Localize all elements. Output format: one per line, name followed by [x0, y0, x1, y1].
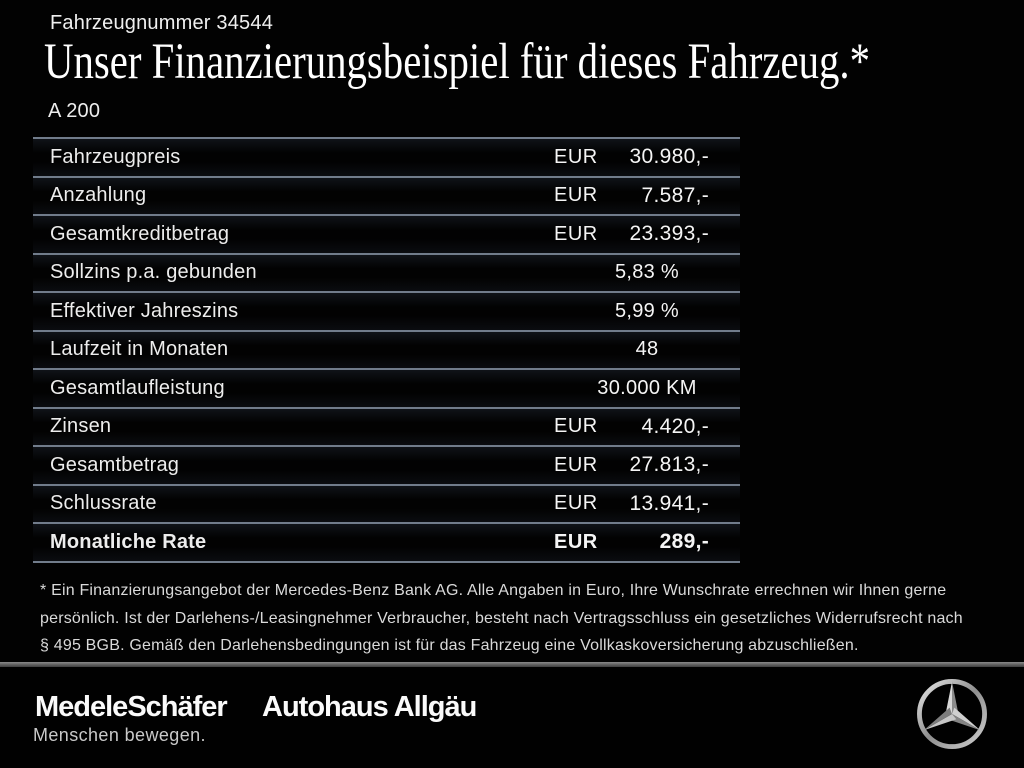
table-row: Sollzins p.a. gebunden 5,83 % — [33, 252, 740, 291]
row-value: EUR 23.393,- — [554, 222, 740, 246]
dealer-tagline: Menschen bewegen. — [33, 725, 206, 745]
amount: 13.941,- — [629, 491, 709, 515]
amount: 5,83 % — [614, 261, 680, 284]
amount: 289,- — [659, 530, 709, 554]
row-value: 30.000 KM — [554, 377, 740, 400]
row-label: Sollzins p.a. gebunden — [50, 261, 257, 284]
amount: 48 — [635, 338, 659, 361]
amount: 7.587,- — [641, 183, 709, 207]
amount: 4.420,- — [641, 414, 709, 438]
row-value: EUR 4.420,- — [554, 415, 740, 439]
table-row: Monatliche Rate EUR 289,- — [33, 522, 740, 563]
mercedes-star-icon — [915, 677, 989, 751]
amount: 30.000 KM — [597, 376, 697, 399]
table-row: Fahrzeugpreis EUR 30.980,- — [33, 137, 740, 176]
footnote-line: persönlich. Ist der Darlehens-/Leasingne… — [40, 609, 963, 627]
footnote: * Ein Finanzierungsangebot der Mercedes-… — [40, 577, 1000, 660]
amount: 5,99 % — [614, 299, 680, 322]
currency-label: EUR — [554, 184, 598, 207]
table-row: Gesamtkreditbetrag EUR 23.393,- — [33, 214, 740, 253]
currency-label: EUR — [554, 145, 598, 168]
table-row: Laufzeit in Monaten 48 — [33, 329, 740, 368]
row-label: Gesamtkreditbetrag — [50, 222, 230, 245]
row-label: Schlussrate — [50, 492, 157, 515]
table-row: Gesamtbetrag EUR 27.813,- — [33, 445, 740, 484]
footer: MedeleSchäfer Menschen bewegen. Autohaus… — [0, 667, 1024, 768]
currency-label: EUR — [554, 222, 598, 245]
row-label: Monatliche Rate — [50, 530, 207, 553]
row-value: 5,83 % — [554, 261, 740, 284]
row-label: Fahrzeugpreis — [50, 145, 181, 168]
row-value: 5,99 % — [554, 300, 740, 323]
dealer-logo-autohaus-allgaeu: Autohaus Allgäu — [262, 691, 477, 723]
row-label: Anzahlung — [50, 184, 147, 207]
currency-label: EUR — [554, 453, 598, 476]
footnote-line: * Ein Finanzierungsangebot der Mercedes-… — [40, 582, 947, 599]
row-value: EUR 30.980,- — [554, 145, 740, 169]
currency-label: EUR — [554, 492, 598, 515]
row-label: Gesamtbetrag — [50, 453, 180, 476]
vehicle-number: Fahrzeugnummer 34544 — [50, 12, 274, 34]
row-label: Effektiver Jahreszins — [50, 299, 239, 322]
vehicle-model: A 200 — [48, 100, 101, 122]
footnote-line: § 495 BGB. Gemäß den Darlehensbedingunge… — [40, 637, 859, 654]
footer-divider — [0, 662, 1024, 667]
table-row: Effektiver Jahreszins 5,99 % — [33, 291, 740, 330]
row-value: 48 — [554, 338, 740, 361]
table-row: Schlussrate EUR 13.941,- — [33, 483, 740, 522]
row-value: EUR 289,- — [554, 530, 740, 554]
table-row: Anzahlung EUR 7.587,- — [33, 175, 740, 214]
dealer-logo-medeleschaefer: MedeleSchäfer — [35, 691, 228, 723]
row-value: EUR 27.813,- — [554, 453, 740, 477]
row-label: Gesamtlaufleistung — [50, 376, 225, 399]
row-value: EUR 7.587,- — [554, 184, 740, 208]
page-title: Unser Finanzierungsbeispiel für dieses F… — [44, 34, 870, 90]
currency-label: EUR — [554, 415, 598, 438]
currency-label: EUR — [554, 530, 598, 553]
row-label: Zinsen — [50, 415, 112, 438]
table-row: Zinsen EUR 4.420,- — [33, 406, 740, 445]
finance-table: Fahrzeugpreis EUR 30.980,- Anzahlung EUR 7.58… — [33, 137, 740, 563]
amount: 23.393,- — [629, 222, 709, 246]
amount: 30.980,- — [629, 145, 709, 169]
amount: 27.813,- — [629, 453, 709, 477]
row-value: EUR 13.941,- — [554, 492, 740, 516]
row-label: Laufzeit in Monaten — [50, 338, 229, 361]
table-row: Gesamtlaufleistung 30.000 KM — [33, 368, 740, 407]
